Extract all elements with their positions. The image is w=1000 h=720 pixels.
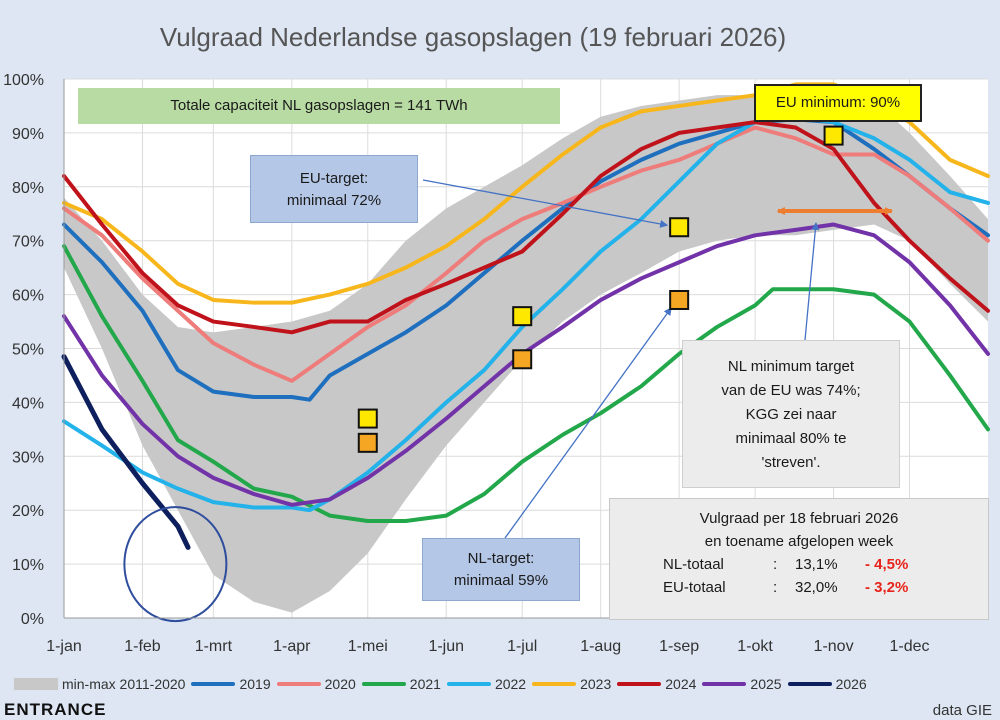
legend-label: 2025 xyxy=(750,676,782,692)
legend-item-2020: 2020 xyxy=(276,676,356,692)
fill-row-change: - 3,2% xyxy=(865,579,909,596)
fill-box-line1: Vulgraad per 18 februari 2026 xyxy=(699,510,899,527)
y-tick-label: 0% xyxy=(21,611,44,628)
series-line-2026 xyxy=(61,354,191,550)
data-source: data GIE xyxy=(932,702,992,719)
x-tick-label: 1-nov xyxy=(814,638,854,655)
target-marker xyxy=(669,289,690,310)
legend-item-2026: 2026 xyxy=(787,676,867,692)
annotation-arrows xyxy=(123,179,893,623)
nl-min-line5: 'streven'. xyxy=(761,454,821,471)
legend-item-2024: 2024 xyxy=(617,676,696,692)
nl-min-line2: van de EU was 74%; xyxy=(721,382,861,399)
target-marker xyxy=(357,432,378,453)
x-tick-label: 1-jun xyxy=(428,638,464,655)
target-marker xyxy=(512,306,533,327)
nl-min-line4: minimaal 80% te xyxy=(735,430,847,447)
eu-minimum-label: EU minimum: 90% xyxy=(754,84,922,122)
legend-label: 2023 xyxy=(580,676,612,692)
y-tick-label: 90% xyxy=(12,126,44,143)
series-line-2021 xyxy=(62,244,990,523)
nl-target-pointer xyxy=(504,307,672,539)
legend-label: 2022 xyxy=(494,676,527,692)
brand-logo-text: ENTRANCE xyxy=(4,700,107,719)
eu-target-line1: EU-target: xyxy=(299,170,369,187)
legend-swatch xyxy=(276,682,321,686)
y-tick-label: 60% xyxy=(12,288,44,305)
legend-item-2022: 2022 xyxy=(446,676,527,692)
x-tick-label: 1-mrt xyxy=(195,638,233,655)
eu-target-pointer xyxy=(422,179,669,228)
fill-row-value: 13,1% xyxy=(795,556,838,573)
highlight-circle xyxy=(123,506,228,623)
legend: min-max 2011-2020 2019 2020 2021 2022 20… xyxy=(14,675,994,693)
y-tick-label: 20% xyxy=(12,503,44,520)
x-tick-label: 1-dec xyxy=(890,638,930,655)
legend-swatch xyxy=(617,682,662,686)
y-tick-label: 10% xyxy=(12,557,44,574)
fill-level-box: Vulgraad per 18 februari 2026 en toename… xyxy=(609,498,989,620)
legend-label: 2024 xyxy=(665,676,697,692)
x-tick-label: 1-jan xyxy=(46,638,82,655)
series-line-2020 xyxy=(62,125,990,383)
y-tick-label: 70% xyxy=(12,234,44,251)
y-tick-label: 50% xyxy=(12,342,44,359)
x-tick-label: 1-jul xyxy=(507,638,537,655)
legend-label: min-max 2011-2020 xyxy=(62,676,186,692)
nl-minimum-callout: NL minimum target van de EU was 74%; KGG… xyxy=(682,340,900,488)
fill-row-eu: EU-totaal : 32,0% - 3,2% xyxy=(610,576,988,599)
fill-row-label: EU-totaal xyxy=(663,579,726,596)
target-marker xyxy=(823,125,844,146)
legend-swatch xyxy=(361,682,406,686)
legend-label: 2021 xyxy=(409,676,441,692)
fill-row-change: - 4,5% xyxy=(865,556,909,573)
legend-label: 2020 xyxy=(324,676,356,692)
series-line-2024 xyxy=(62,120,990,335)
legend-item-2019: 2019 xyxy=(191,676,271,692)
fill-row-nl: NL-totaal : 13,1% - 4,5% xyxy=(610,553,988,576)
fill-row-sep: : xyxy=(773,579,778,596)
legend-swatch xyxy=(532,682,577,686)
nl-target-line1: NL-target: xyxy=(467,550,535,567)
legend-item-2023: 2023 xyxy=(532,676,611,692)
legend-item-2025: 2025 xyxy=(702,676,782,692)
y-tick-label: 30% xyxy=(12,449,44,466)
legend-label: 2019 xyxy=(239,676,271,692)
axes: 0% 10% 20% 30% 40% 50% 60% 70% 80% 90% 100% 1-jan 1-… xyxy=(3,72,988,655)
legend-swatch xyxy=(787,682,832,686)
legend-swatch-band xyxy=(14,678,58,690)
y-tick-label: 80% xyxy=(12,180,44,197)
fill-row-sep: : xyxy=(773,556,778,573)
legend-swatch xyxy=(702,682,747,686)
x-tick-label: 1-feb xyxy=(124,638,161,655)
target-marker xyxy=(512,349,533,370)
legend-label: 2026 xyxy=(835,676,867,692)
nl-target-line2: minimaal 59% xyxy=(453,572,549,589)
x-tick-label: 1-apr xyxy=(273,638,311,655)
nl-min-line1: NL minimum target xyxy=(727,358,855,375)
legend-swatch xyxy=(191,682,236,686)
capacity-note: Totale capaciteit NL gasopslagen = 141 T… xyxy=(78,88,560,124)
x-tick-label: 1-aug xyxy=(580,638,621,655)
legend-item-2021: 2021 xyxy=(361,676,441,692)
target-marker xyxy=(357,408,378,429)
fill-row-label: NL-totaal xyxy=(663,556,724,573)
x-tick-label: 1-okt xyxy=(737,638,773,655)
fill-row-value: 32,0% xyxy=(795,579,838,596)
legend-swatch xyxy=(446,682,491,686)
nl-min-line3: KGG zei naar xyxy=(745,406,837,423)
y-tick-label: 40% xyxy=(12,395,44,412)
legend-item-band: min-max 2011-2020 xyxy=(14,676,185,692)
target-marker xyxy=(669,217,690,238)
y-tick-label: 100% xyxy=(3,72,44,89)
eu-target-line2: minimaal 72% xyxy=(286,192,382,209)
x-tick-label: 1-sep xyxy=(659,638,699,655)
x-tick-label: 1-mei xyxy=(348,638,388,655)
nl-target-callout: NL-target: minimaal 59% xyxy=(422,538,580,601)
chart-title: Vulgraad Nederlandse gasopslagen (19 feb… xyxy=(160,22,786,52)
eu-target-callout: EU-target: minimaal 72% xyxy=(250,155,418,223)
nl-min-pointer xyxy=(804,222,820,341)
fill-box-line2: en toename afgelopen week xyxy=(704,533,894,550)
marker-layer xyxy=(357,125,844,453)
